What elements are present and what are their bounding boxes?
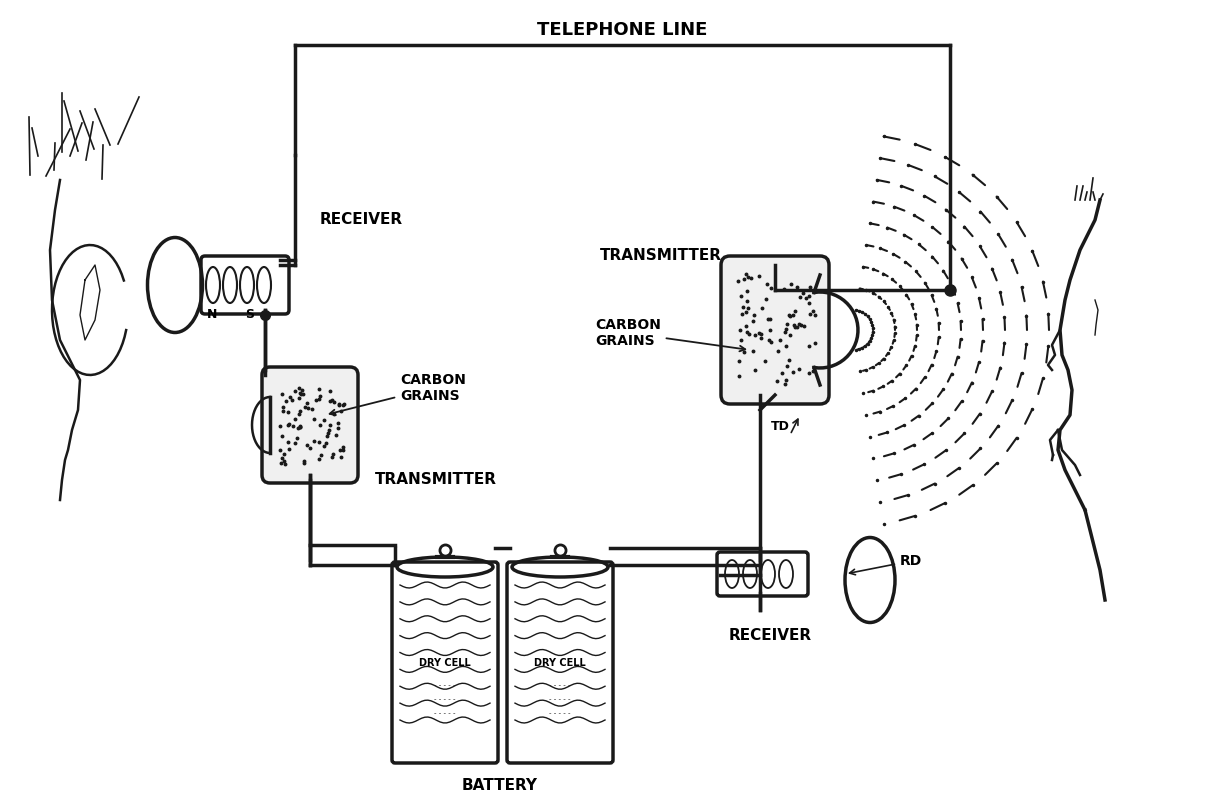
Text: CARBON
GRAINS: CARBON GRAINS: [330, 373, 466, 415]
Text: DRY CELL: DRY CELL: [419, 658, 470, 668]
Text: BATTERY: BATTERY: [462, 778, 538, 793]
Text: RECEIVER: RECEIVER: [728, 627, 811, 642]
Text: - - - - -: - - - - -: [549, 682, 571, 688]
FancyBboxPatch shape: [262, 367, 358, 483]
Text: - - - - -: - - - - -: [434, 710, 456, 716]
Text: TRANSMITTER: TRANSMITTER: [600, 247, 722, 262]
Text: - - - - -: - - - - -: [434, 696, 456, 702]
FancyBboxPatch shape: [721, 256, 829, 404]
Text: TELEPHONE LINE: TELEPHONE LINE: [536, 21, 708, 39]
Text: TD: TD: [771, 420, 789, 433]
Text: N: N: [207, 308, 218, 321]
Text: CARBON
GRAINS: CARBON GRAINS: [595, 318, 745, 351]
Text: - - - - -: - - - - -: [549, 710, 571, 716]
Text: - - - - -: - - - - -: [549, 696, 571, 702]
Text: RECEIVER: RECEIVER: [320, 213, 403, 227]
Text: TRANSMITTER: TRANSMITTER: [375, 473, 497, 487]
Text: RD: RD: [849, 554, 923, 574]
Text: - - - - -: - - - - -: [434, 682, 456, 688]
Text: DRY CELL: DRY CELL: [534, 658, 585, 668]
Text: S: S: [246, 308, 254, 321]
